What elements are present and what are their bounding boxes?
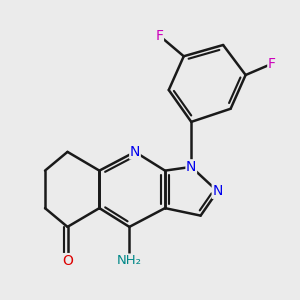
Text: F: F [155, 28, 164, 43]
Text: O: O [62, 254, 73, 268]
Text: N: N [130, 145, 140, 159]
Text: F: F [268, 57, 276, 71]
Text: N: N [186, 160, 196, 174]
Text: NH₂: NH₂ [117, 254, 142, 267]
Text: N: N [212, 184, 223, 198]
